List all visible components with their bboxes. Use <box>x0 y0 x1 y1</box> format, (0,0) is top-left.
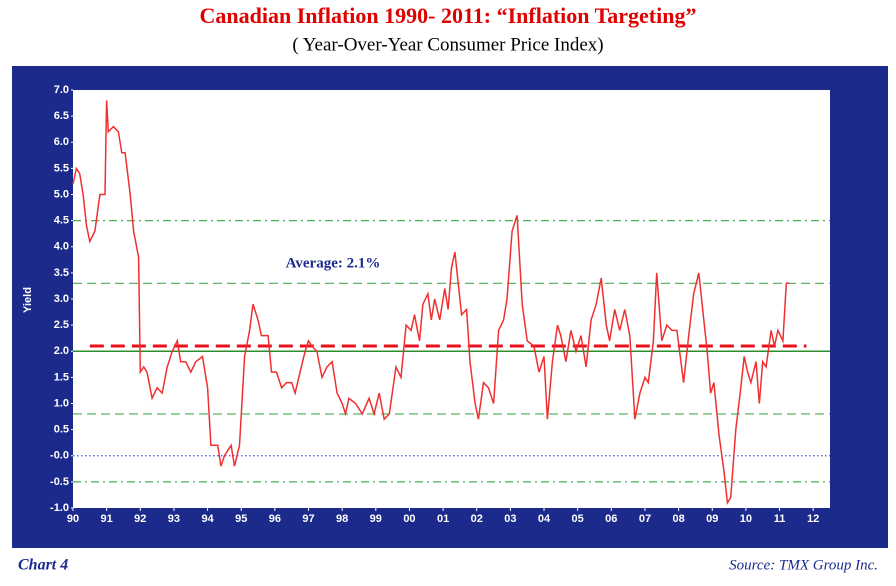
x-tick-label: 98 <box>336 513 348 525</box>
x-tick-label: 11 <box>774 513 786 525</box>
y-tick-label: 6.0 <box>54 136 69 148</box>
x-tick-label: 08 <box>672 513 684 525</box>
x-tick-label: 95 <box>235 513 247 525</box>
chart-title: Canadian Inflation 1990- 2011: “Inflatio… <box>200 3 697 28</box>
y-tick-label: 2.0 <box>54 345 69 357</box>
y-tick-label: 7.0 <box>54 84 69 96</box>
x-tick-label: 92 <box>134 513 146 525</box>
y-tick-label: -1.0 <box>50 502 69 514</box>
x-tick-label: 93 <box>168 513 180 525</box>
x-tick-label: 03 <box>504 513 516 525</box>
chart-subtitle: ( Year-Over-Year Consumer Price Index) <box>292 34 603 55</box>
x-tick-label: 96 <box>269 513 281 525</box>
x-tick-label: 90 <box>67 513 79 525</box>
x-tick-label: 94 <box>201 513 214 525</box>
x-tick-label: 99 <box>370 513 382 525</box>
y-tick-label: -0.0 <box>50 450 69 462</box>
y-tick-label: 5.0 <box>54 188 69 200</box>
x-tick-label: 09 <box>706 513 718 525</box>
x-tick-label: 02 <box>471 513 483 525</box>
y-tick-label: 4.0 <box>54 241 69 253</box>
y-tick-label: 4.5 <box>54 215 69 227</box>
y-tick-label: 0.5 <box>54 424 69 436</box>
y-tick-label: -0.5 <box>50 476 69 488</box>
data-line <box>72 100 790 506</box>
y-axis-label: Yield <box>22 287 34 313</box>
x-tick-label: 01 <box>437 513 449 525</box>
annotation: Average: 2.1% <box>286 255 381 271</box>
x-tick-label: 06 <box>605 513 617 525</box>
plot-area <box>73 90 830 508</box>
y-tick-label: 2.5 <box>54 319 69 331</box>
y-tick-label: 6.5 <box>54 110 69 122</box>
x-tick-label: 97 <box>302 513 314 525</box>
y-tick-label: 1.0 <box>54 397 69 409</box>
y-tick-label: 3.0 <box>54 293 69 305</box>
y-tick-label: 5.5 <box>54 162 69 174</box>
chart-label: Chart 4 <box>18 557 68 574</box>
y-tick-label: 3.5 <box>54 267 69 279</box>
x-tick-label: 00 <box>403 513 415 525</box>
y-tick-label: 1.5 <box>54 371 69 383</box>
x-tick-label: 10 <box>740 513 752 525</box>
source: Source: TMX Group Inc. <box>729 557 878 573</box>
x-tick-label: 05 <box>572 513 584 525</box>
x-tick-label: 04 <box>538 513 551 525</box>
x-tick-label: 07 <box>639 513 651 525</box>
x-tick-label: 91 <box>101 513 113 525</box>
x-tick-label: 12 <box>807 513 819 525</box>
